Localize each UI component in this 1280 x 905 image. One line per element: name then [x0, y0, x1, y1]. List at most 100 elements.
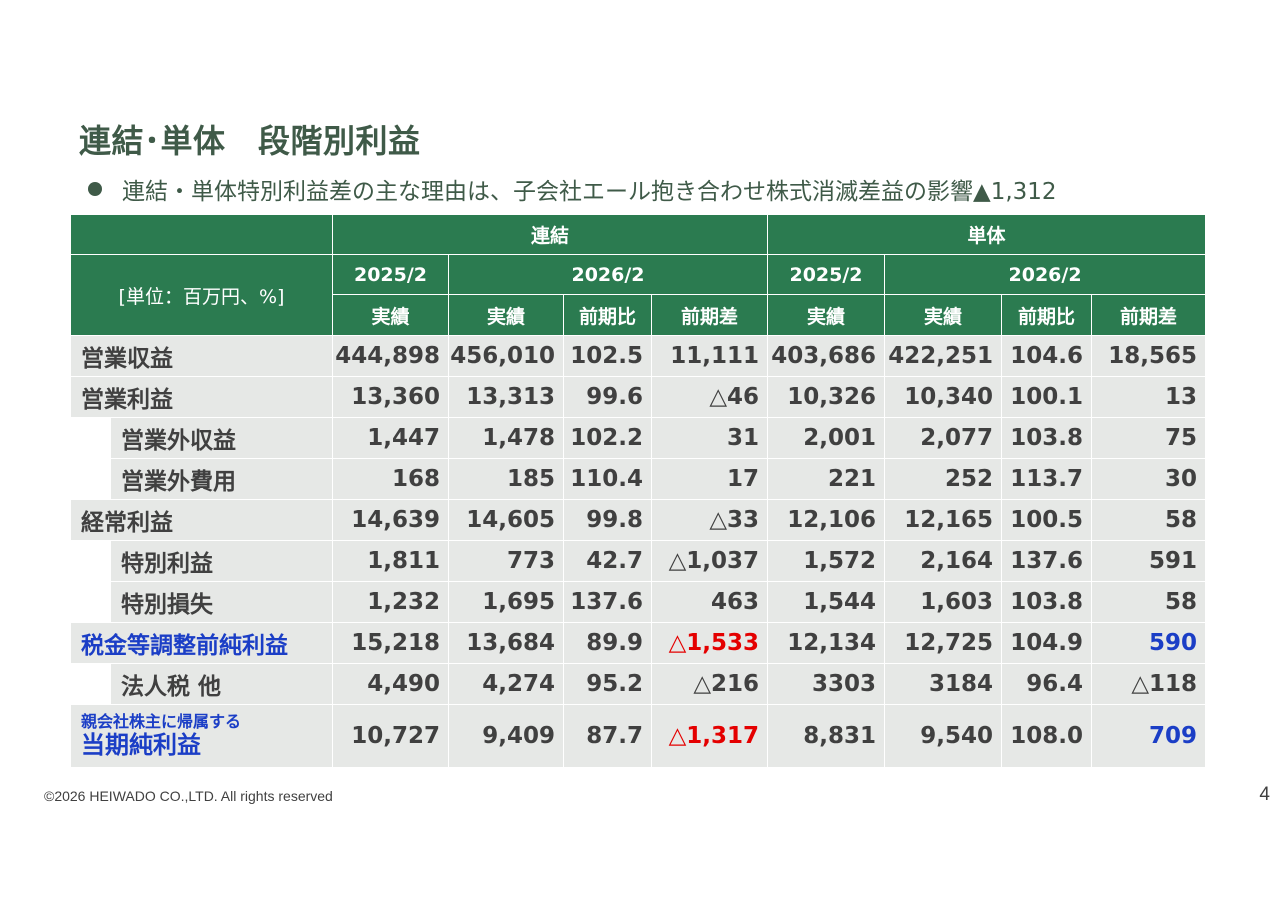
table-cell: 102.5	[563, 335, 652, 377]
table-cell: 2,164	[884, 540, 1003, 582]
table-row: 法人税 他 4,490 4,274 95.2 △216 3303 3184 96…	[70, 663, 1207, 705]
table-cell: 1,603	[884, 581, 1003, 623]
row-label: 経常利益	[70, 499, 333, 541]
table-cell: 1,544	[767, 581, 886, 623]
indent-spacer	[70, 540, 111, 582]
header-yoy-diff: 前期差	[1091, 294, 1207, 336]
table-cell: 58	[1091, 499, 1207, 541]
table-cell: 9,540	[884, 704, 1003, 768]
financial-table: 連結 単体 [単位：百万円、%] 2025/2 2026/2 2025/2 20…	[70, 214, 1207, 768]
row-label: 営業利益	[70, 376, 333, 418]
row-label: 特別利益	[110, 540, 333, 582]
table-cell: 4,274	[448, 663, 564, 705]
header-consolidated-curr-year: 2026/2	[447, 254, 769, 295]
table-cell: 2,077	[884, 417, 1003, 459]
table-cell: 103.8	[1001, 417, 1093, 459]
table-cell: 3303	[767, 663, 886, 705]
table-cell: 591	[1091, 540, 1207, 582]
table-row: 営業収益 444,898 456,010 102.5 11,111 403,68…	[70, 335, 1207, 377]
table-row: 特別損失 1,232 1,695 137.6 463 1,544 1,603 1…	[70, 581, 1207, 623]
table-cell: 95.2	[563, 663, 652, 705]
table-cell: 12,106	[767, 499, 886, 541]
table-cell: 185	[448, 458, 564, 500]
unit-label: [単位：百万円、%]	[70, 254, 333, 336]
table-cell: 31	[650, 417, 769, 459]
header-actual: 実績	[767, 294, 886, 336]
table-cell: 252	[884, 458, 1003, 500]
table-cell: 110.4	[563, 458, 652, 500]
table-cell: 403,686	[767, 335, 886, 377]
table-cell: 99.6	[563, 376, 652, 418]
header-consolidated: 連結	[331, 214, 769, 255]
table-cell: 108.0	[1001, 704, 1093, 768]
indent-spacer	[70, 417, 111, 459]
table-cell: 58	[1091, 581, 1207, 623]
table-cell: △216	[650, 663, 769, 705]
header-consolidated-prev-year: 2025/2	[332, 254, 449, 295]
table-row: 親会社株主に帰属する 当期純利益 10,727 9,409 87.7 △1,31…	[70, 704, 1207, 768]
table-cell: 709	[1091, 704, 1207, 768]
table-cell: 8,831	[767, 704, 886, 768]
table-cell: 4,490	[332, 663, 449, 705]
table-row: 税金等調整前純利益 15,218 13,684 89.9 △1,533 12,1…	[70, 622, 1207, 664]
table-row: 営業利益 13,360 13,313 99.6 △46 10,326 10,34…	[70, 376, 1207, 418]
header-standalone-prev-year: 2025/2	[767, 254, 886, 295]
copyright-footer: ©2026 HEIWADO CO.,LTD. All rights reserv…	[44, 788, 333, 804]
header-actual: 実績	[884, 294, 1003, 336]
table-cell: 11,111	[650, 335, 769, 377]
row-label: 税金等調整前純利益	[70, 622, 333, 664]
table-cell: 14,605	[448, 499, 564, 541]
table-row: 営業外収益 1,447 1,478 102.2 31 2,001 2,077 1…	[70, 417, 1207, 459]
table-cell: △1,317	[650, 704, 769, 768]
table-cell: 3184	[884, 663, 1003, 705]
indent-spacer	[70, 458, 111, 500]
table-cell: 18,565	[1091, 335, 1207, 377]
table-cell: 10,727	[332, 704, 449, 768]
table-cell: 100.5	[1001, 499, 1093, 541]
table-cell: 1,811	[332, 540, 449, 582]
bullet-text: 連結・単体特別利益差の主な理由は、子会社エール抱き合わせ株式消滅差益の影響▲1,…	[122, 179, 1057, 205]
header-actual: 実績	[448, 294, 564, 336]
table-cell: 13	[1091, 376, 1207, 418]
table-cell: 17	[650, 458, 769, 500]
row-sublabel: 親会社株主に帰属する	[81, 712, 242, 731]
table-cell: 221	[767, 458, 886, 500]
table-cell: 10,340	[884, 376, 1003, 418]
table-cell: △118	[1091, 663, 1207, 705]
table-cell: 15,218	[332, 622, 449, 664]
table-cell: △1,533	[650, 622, 769, 664]
header-yoy-ratio: 前期比	[563, 294, 652, 336]
table-cell: 10,326	[767, 376, 886, 418]
page-number: 4	[1259, 784, 1270, 805]
table-cell: 42.7	[563, 540, 652, 582]
table-row: 特別利益 1,811 773 42.7 △1,037 1,572 2,164 1…	[70, 540, 1207, 582]
row-label: 特別損失	[110, 581, 333, 623]
header-standalone-curr-year: 2026/2	[884, 254, 1207, 295]
header-actual: 実績	[332, 294, 449, 336]
table-cell: 100.1	[1001, 376, 1093, 418]
table-cell: 12,165	[884, 499, 1003, 541]
table-cell: 1,478	[448, 417, 564, 459]
table-cell: 1,572	[767, 540, 886, 582]
table-cell: 102.2	[563, 417, 652, 459]
bullet-point: 連結・単体特別利益差の主な理由は、子会社エール抱き合わせ株式消滅差益の影響▲1,…	[88, 172, 1057, 206]
table-cell: 14,639	[332, 499, 449, 541]
header-corner	[70, 214, 333, 255]
table-cell: 9,409	[448, 704, 564, 768]
table-cell: 113.7	[1001, 458, 1093, 500]
table-cell: 444,898	[332, 335, 449, 377]
table-cell: 96.4	[1001, 663, 1093, 705]
table-cell: 422,251	[884, 335, 1003, 377]
table-cell: 104.6	[1001, 335, 1093, 377]
header-yoy-diff: 前期差	[650, 294, 769, 336]
indent-spacer	[70, 581, 111, 623]
indent-spacer	[70, 663, 111, 705]
table-cell: 1,695	[448, 581, 564, 623]
table-cell: 773	[448, 540, 564, 582]
table-cell: 12,134	[767, 622, 886, 664]
table-cell: 168	[332, 458, 449, 500]
table-cell: 13,360	[332, 376, 449, 418]
row-label: 営業収益	[70, 335, 333, 377]
table-cell: △33	[650, 499, 769, 541]
page-title: 連結･単体 段階別利益	[79, 122, 421, 160]
